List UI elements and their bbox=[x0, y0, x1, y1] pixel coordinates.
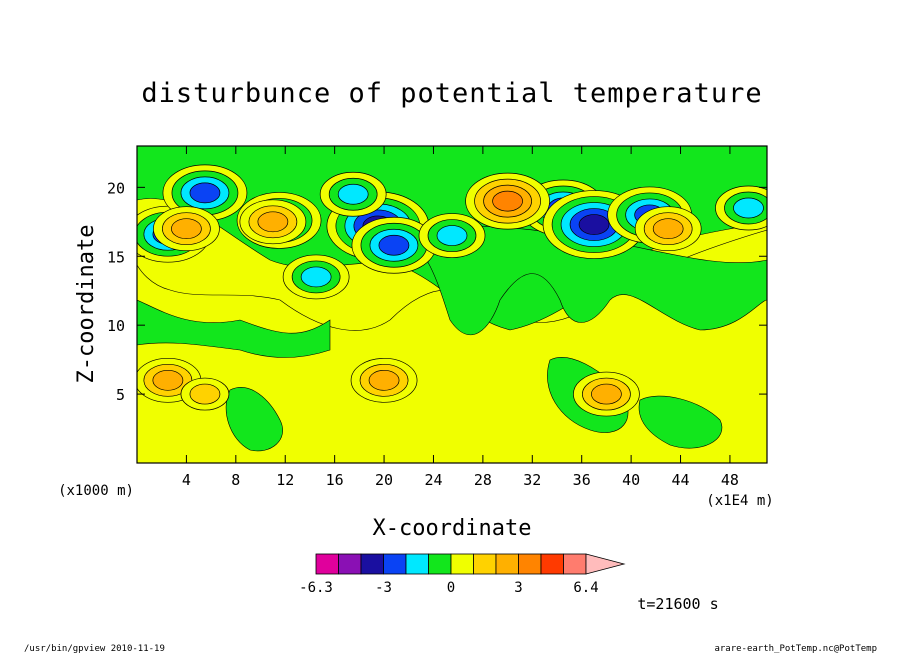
field-cell-15 bbox=[137, 357, 202, 403]
field-cell-ring bbox=[171, 218, 202, 240]
colorbar-swatch bbox=[473, 553, 497, 575]
field-cell-10 bbox=[282, 254, 350, 300]
colorbar-swatch bbox=[428, 553, 452, 575]
footer-right: arare-earth_PotTemp.nc@PotTemp bbox=[714, 644, 877, 654]
field-cell-ring bbox=[652, 218, 684, 240]
x-tick-label: 20 bbox=[375, 471, 393, 489]
x-tick-label: 12 bbox=[276, 471, 294, 489]
x-tick-label: 16 bbox=[326, 471, 344, 489]
field-features bbox=[137, 164, 767, 417]
x-tick-label: 36 bbox=[573, 471, 591, 489]
field-cell-18 bbox=[573, 371, 640, 417]
field-cell-ring bbox=[189, 383, 221, 405]
field-cell-12 bbox=[153, 206, 220, 252]
field-band-4 bbox=[225, 387, 283, 452]
x-axis-label: X-coordinate bbox=[373, 516, 532, 541]
colorbar-tick-label: 6.4 bbox=[573, 580, 598, 596]
colorbar-tick-label: 0 bbox=[447, 580, 455, 596]
x-unit-right: (x1E4 m) bbox=[706, 493, 773, 509]
y-tick-label: 15 bbox=[107, 248, 125, 266]
colorbar: -6.3 -3 0 3 6.4 bbox=[299, 553, 626, 596]
y-axis-label: Z-coordinate bbox=[74, 225, 99, 384]
chart-title: disturbunce of potential temperature bbox=[141, 78, 762, 109]
colorbar-tick-label: 3 bbox=[514, 580, 522, 596]
y-tick-label: 10 bbox=[107, 317, 125, 335]
y-tick-label: 20 bbox=[107, 179, 125, 197]
field-cell-ring bbox=[733, 197, 764, 219]
x-tick-label: 40 bbox=[622, 471, 640, 489]
field-cell-5 bbox=[418, 213, 486, 258]
field-cell-ring bbox=[578, 214, 610, 235]
field-cell-ring bbox=[300, 266, 332, 288]
colorbar-extension bbox=[585, 553, 626, 575]
field-cell-4 bbox=[351, 216, 437, 274]
colorbar-swatch bbox=[450, 553, 474, 575]
colorbar-swatch bbox=[315, 553, 339, 575]
x-tick-label: 48 bbox=[721, 471, 739, 489]
colorbar-swatch bbox=[518, 553, 542, 575]
colorbar-swatch bbox=[360, 553, 384, 575]
field-band-6 bbox=[638, 395, 723, 449]
x-tick-label: 44 bbox=[671, 471, 689, 489]
field-cell-ring bbox=[591, 383, 622, 405]
colorbar-swatch bbox=[563, 553, 587, 575]
x-tick-label: 32 bbox=[523, 471, 541, 489]
field-cell-17 bbox=[634, 206, 702, 252]
field-band-3 bbox=[137, 299, 331, 358]
field-cell-19 bbox=[180, 377, 230, 411]
field-cell-9 bbox=[715, 185, 767, 231]
y-tick-label: 5 bbox=[116, 386, 125, 404]
field-cell-11 bbox=[319, 171, 387, 217]
x-tick-label: 4 bbox=[182, 471, 191, 489]
colorbar-swatch bbox=[383, 553, 407, 575]
x-tick-label: 28 bbox=[474, 471, 492, 489]
field-cell-ring bbox=[492, 190, 523, 212]
field-cell-ring bbox=[368, 369, 400, 391]
y-axis: 5 10 15 20 bbox=[107, 179, 767, 404]
field-cell-ring bbox=[189, 182, 221, 204]
x-tick-label: 8 bbox=[231, 471, 240, 489]
colorbar-swatch bbox=[540, 553, 564, 575]
field-cell-16 bbox=[465, 172, 550, 230]
field-cell-ring bbox=[378, 234, 410, 256]
field-cell-14 bbox=[350, 357, 418, 403]
field-cell-ring bbox=[337, 183, 369, 205]
colorbar-swatch bbox=[495, 553, 519, 575]
x-tick-label: 24 bbox=[424, 471, 442, 489]
time-annotation: t=21600 s bbox=[637, 595, 718, 613]
field-cell-ring bbox=[436, 225, 468, 246]
colorbar-tick-label: -3 bbox=[375, 580, 392, 596]
colorbar-swatch bbox=[405, 553, 429, 575]
plot-frame bbox=[136, 145, 768, 464]
x-unit-left: (x1000 m) bbox=[58, 483, 134, 499]
field-cell-ring bbox=[257, 211, 289, 233]
x-axis: 4 8 12 16 20 24 28 32 36 40 44 48 bbox=[182, 146, 739, 489]
colorbar-tick-label: -6.3 bbox=[299, 580, 333, 596]
colorbar-swatch bbox=[338, 553, 362, 575]
footer-left: /usr/bin/gpview 2010-11-19 bbox=[24, 644, 165, 654]
field-cell-ring bbox=[152, 369, 184, 391]
field-cell-13 bbox=[239, 199, 307, 245]
